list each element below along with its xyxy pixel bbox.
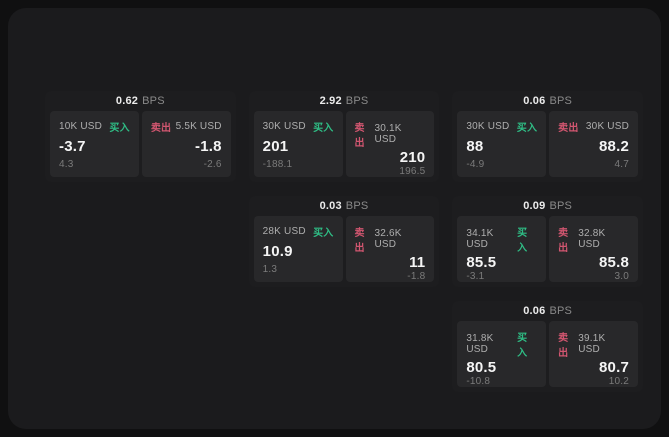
quote-card: 0.06 BPS 31.8K USD 买入 80.5 -10.8 卖出 39.1… [452,301,643,392]
buy-quote-tile[interactable]: 31.8K USD 买入 80.5 -10.8 [457,321,547,387]
spread-value: 0.62 [115,95,139,107]
sell-size-label: 32.8K USD [578,228,606,250]
spread-value: 0.06 [523,95,546,107]
buy-price: 85.5 [466,254,497,271]
buy-price: 201 [262,138,289,155]
spread-header: 0.06 BPS [457,91,638,111]
quote-tiles: 31.8K USD 买入 80.5 -10.8 卖出 39.1K USD 80.… [457,321,639,387]
sell-quote-tile[interactable]: 卖出 32.6K USD 11 -1.8 [345,216,435,282]
spread-unit: BPS [142,95,165,107]
spread-unit: BPS [345,200,369,212]
buy-size-label: 34.1K USD [466,228,494,250]
buy-sub-value: -10.8 [466,376,491,387]
sell-sub-value: 3.0 [614,271,630,282]
sell-quote-tile[interactable]: 卖出 39.1K USD 80.7 10.2 [549,321,639,387]
sell-size-label: 30K USD [585,121,630,132]
buy-quote-tile[interactable]: 34.1K USD 买入 85.5 -3.1 [457,216,547,282]
buy-price: 10.9 [262,243,293,260]
spread-unit: BPS [549,200,573,212]
quote-card: 2.92 BPS 30K USD 买入 201 -188.1 卖出 30.1K … [248,91,440,182]
spread-header: 0.03 BPS [254,196,435,216]
sell-sub-value: 196.5 [399,166,426,177]
buy-size-label: 30K USD [466,121,510,132]
quote-card: 0.09 BPS 34.1K USD 买入 85.5 -3.1 卖出 32.8K… [452,196,643,287]
buy-quote-tile[interactable]: 10K USD 买入 -3.7 4.3 [50,111,139,177]
sell-size-label: 5.5K USD [175,121,222,132]
buy-tag: 买入 [516,123,538,134]
buy-quote-tile[interactable]: 28K USD 买入 10.9 1.3 [253,216,343,282]
quote-card: 0.03 BPS 28K USD 买入 10.9 1.3 卖出 32.6K US… [248,196,440,287]
sell-quote-tile[interactable]: 卖出 32.8K USD 85.8 3.0 [549,216,639,282]
buy-tag: 买入 [517,228,528,254]
quote-grid: 0.62 BPS 10K USD 买入 -3.7 4.3 卖出 5.5K USD [45,91,643,392]
sell-size-label: 32.6K USD [374,228,402,250]
spread-unit: BPS [549,95,573,107]
quote-tiles: 30K USD 买入 201 -188.1 卖出 30.1K USD 210 1… [253,111,435,177]
spread-header: 0.09 BPS [457,196,638,216]
sell-price: 80.7 [599,359,630,376]
quote-tiles: 34.1K USD 买入 85.5 -3.1 卖出 32.8K USD 85.8… [457,216,639,282]
buy-quote-tile[interactable]: 30K USD 买入 201 -188.1 [253,111,343,177]
sell-size-label: 39.1K USD [578,333,606,355]
buy-sub-value: -188.1 [262,159,293,170]
spread-header: 2.92 BPS [254,91,435,111]
buy-sub-value: -4.9 [466,159,485,170]
sell-price: 11 [409,254,426,271]
spread-value: 0.09 [523,200,546,212]
buy-sub-value: 4.3 [59,159,74,170]
buy-price: -3.7 [59,138,86,155]
sell-price: 210 [399,149,426,166]
buy-price: 80.5 [466,359,497,376]
buy-quote-tile[interactable]: 30K USD 买入 88 -4.9 [457,111,547,177]
quote-tiles: 30K USD 买入 88 -4.9 卖出 30K USD 88.2 4.7 [457,111,639,177]
sell-tag: 卖出 [558,333,569,359]
sell-tag: 卖出 [354,123,365,149]
buy-price: 88 [466,138,484,155]
sell-sub-value: -2.6 [203,159,222,170]
app-panel: 0.62 BPS 10K USD 买入 -3.7 4.3 卖出 5.5K USD [8,8,661,429]
buy-size-label: 30K USD [262,121,306,132]
sell-price: 85.8 [599,254,630,271]
buy-size-label: 10K USD [59,121,103,132]
spread-unit: BPS [345,95,369,107]
quote-card: 0.06 BPS 30K USD 买入 88 -4.9 卖出 30K USD [452,91,643,182]
sell-price: -1.8 [195,138,222,155]
sell-quote-tile[interactable]: 卖出 30.1K USD 210 196.5 [345,111,435,177]
sell-sub-value: -1.8 [407,271,426,282]
sell-sub-value: 10.2 [608,376,630,387]
buy-tag: 买入 [517,333,528,359]
quote-tiles: 28K USD 买入 10.9 1.3 卖出 32.6K USD 11 -1.8 [253,216,435,282]
sell-price: 88.2 [599,138,630,155]
buy-sub-value: -3.1 [466,271,485,282]
spread-value: 0.06 [523,305,546,317]
sell-tag: 卖出 [558,123,579,134]
sell-sub-value: 4.7 [614,159,630,170]
buy-size-label: 28K USD [262,226,306,237]
buy-tag: 买入 [313,123,334,134]
buy-tag: 买入 [313,228,334,239]
sell-quote-tile[interactable]: 卖出 5.5K USD -1.8 -2.6 [141,111,231,177]
sell-quote-tile[interactable]: 卖出 30K USD 88.2 4.7 [549,111,639,177]
spread-value: 0.03 [319,200,342,212]
buy-tag: 买入 [109,123,130,134]
sell-tag: 卖出 [150,123,172,134]
spread-header: 0.62 BPS [50,91,231,111]
spread-value: 2.92 [319,95,342,107]
sell-size-label: 30.1K USD [374,123,402,145]
sell-tag: 卖出 [558,228,569,254]
spread-unit: BPS [549,305,573,317]
spread-header: 0.06 BPS [457,301,638,321]
buy-size-label: 31.8K USD [466,333,494,355]
quote-tiles: 10K USD 买入 -3.7 4.3 卖出 5.5K USD -1.8 -2.… [50,111,231,177]
buy-sub-value: 1.3 [262,264,278,275]
sell-tag: 卖出 [354,228,365,254]
quote-card: 0.62 BPS 10K USD 买入 -3.7 4.3 卖出 5.5K USD [45,91,236,182]
